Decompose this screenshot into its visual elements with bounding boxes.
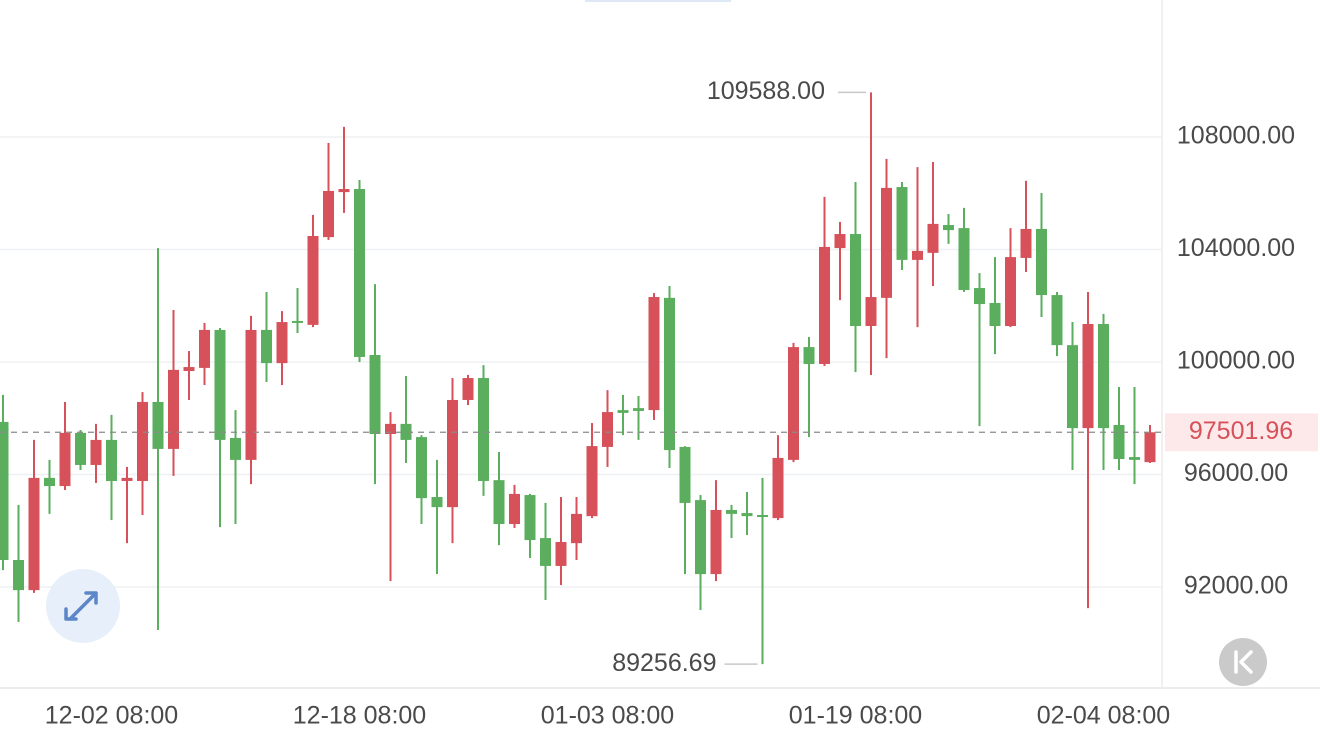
candle-body — [1051, 295, 1063, 346]
candle-body — [0, 421, 9, 561]
candle-body — [509, 493, 520, 525]
candle-body — [943, 225, 954, 231]
candle-body — [788, 347, 799, 460]
candles — [0, 92, 1156, 665]
x-tick-label: 02-04 08:00 — [1037, 702, 1170, 730]
candle-body — [416, 437, 427, 499]
latest-button[interactable] — [1219, 638, 1267, 686]
candle-body — [90, 439, 102, 465]
candle-body — [974, 288, 985, 305]
candle-body — [602, 412, 613, 447]
candle-body — [617, 410, 629, 413]
candle-body — [44, 477, 55, 487]
candle-body — [431, 497, 443, 508]
candle-body — [896, 187, 908, 260]
candle-body — [819, 246, 830, 364]
candle-body — [586, 446, 598, 517]
candle-body — [772, 457, 784, 519]
candle-body — [230, 437, 241, 460]
candle-body — [121, 477, 133, 481]
candle-body — [633, 408, 644, 411]
candle-body — [989, 302, 1001, 326]
y-tick-label: 100000.00 — [1177, 347, 1295, 375]
candle-body — [354, 189, 365, 357]
fullscreen-icon[interactable] — [64, 591, 98, 621]
candle-body — [710, 509, 722, 575]
latest-icon[interactable] — [1234, 650, 1253, 674]
y-tick-label: 96000.00 — [1184, 459, 1288, 487]
candle-body — [540, 538, 551, 566]
candle-body — [59, 432, 71, 487]
candle-body — [865, 297, 877, 326]
candle-body — [214, 329, 226, 440]
candle-body — [664, 297, 675, 451]
candle-body — [168, 369, 179, 449]
candle-body — [958, 228, 970, 290]
candle-body — [152, 401, 164, 449]
candle-body — [307, 235, 319, 325]
candle-body — [1036, 228, 1047, 296]
candle-body — [695, 500, 706, 575]
candle-body — [292, 320, 303, 323]
candle-body — [245, 329, 257, 460]
candle-body — [400, 423, 412, 440]
candle-body — [369, 354, 381, 435]
y-tick-label: 92000.00 — [1184, 572, 1288, 600]
candle-body — [803, 347, 815, 364]
candle-body — [834, 234, 846, 249]
last-price-label: 97501.96 — [1189, 417, 1293, 445]
candle-body — [726, 509, 737, 514]
candle-body — [462, 378, 474, 400]
x-tick-label: 12-18 08:00 — [293, 702, 426, 730]
candle-body — [276, 322, 288, 364]
candle-body — [850, 234, 861, 326]
candle-body — [493, 480, 505, 525]
candle-body — [338, 189, 350, 193]
candle-body — [648, 297, 660, 411]
fullscreen-button[interactable] — [46, 569, 120, 643]
top-indicator — [585, 0, 731, 2]
x-tick-label: 01-03 08:00 — [541, 702, 674, 730]
candle-body — [741, 513, 753, 517]
candle-body — [1005, 257, 1016, 326]
candle-body — [385, 423, 396, 435]
candle-body — [323, 190, 334, 238]
candle-body — [1129, 457, 1140, 460]
candle-body — [28, 477, 40, 591]
candle-body — [555, 542, 567, 566]
candle-body — [1144, 432, 1156, 463]
candle-body — [75, 432, 86, 465]
candle-body — [183, 367, 195, 372]
candle-body — [912, 250, 923, 260]
x-tick-label: 12-02 08:00 — [45, 702, 178, 730]
candle-body — [1082, 324, 1094, 429]
candle-body — [13, 560, 24, 591]
min-label: 89256.69 — [612, 649, 716, 677]
candle-body — [1067, 345, 1078, 429]
y-tick-label: 104000.00 — [1177, 234, 1295, 262]
candle-body — [881, 187, 892, 298]
candle-body — [261, 329, 272, 364]
x-tick-label: 01-19 08:00 — [789, 702, 922, 730]
candle-body — [524, 495, 536, 541]
candle-body — [679, 446, 691, 503]
candle-body — [1020, 228, 1032, 258]
candle-body — [199, 329, 210, 368]
candle-body — [927, 223, 939, 253]
candle-body — [447, 399, 458, 508]
grid: 92000.00 96000.00 100000.00 104000.00 108000… — [0, 122, 1295, 730]
candle-body — [137, 401, 148, 481]
max-label: 109588.00 — [707, 77, 825, 105]
overlay: 109588.00 89256.69 97501.96 — [0, 77, 1318, 677]
candle-body — [106, 439, 117, 481]
candle-body — [571, 513, 582, 544]
candle-body — [757, 515, 768, 518]
y-tick-label: 108000.00 — [1177, 122, 1295, 150]
candle-body — [1113, 425, 1125, 460]
candle-body — [1098, 324, 1109, 429]
last-price-box — [1165, 413, 1318, 452]
candle-body — [478, 378, 489, 481]
